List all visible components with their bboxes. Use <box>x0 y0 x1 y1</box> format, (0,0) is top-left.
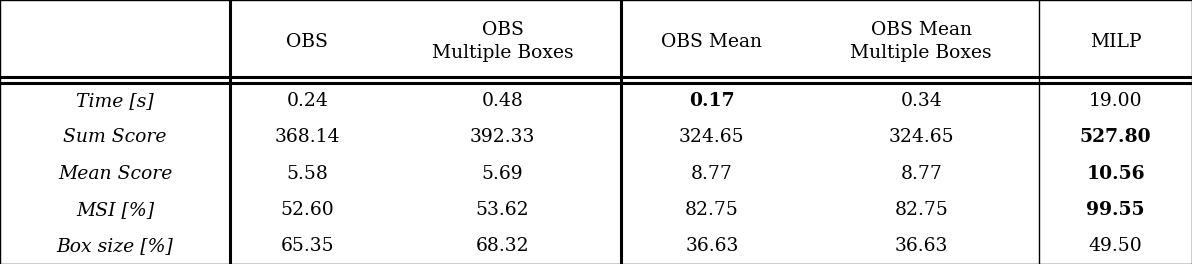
Text: 68.32: 68.32 <box>476 237 529 255</box>
Text: 0.48: 0.48 <box>482 92 523 110</box>
Text: 0.34: 0.34 <box>900 92 942 110</box>
Text: 5.58: 5.58 <box>286 164 328 183</box>
Text: 527.80: 527.80 <box>1080 128 1151 147</box>
Text: 36.63: 36.63 <box>685 237 739 255</box>
Text: 368.14: 368.14 <box>274 128 340 147</box>
Text: 52.60: 52.60 <box>280 201 334 219</box>
Text: 392.33: 392.33 <box>470 128 535 147</box>
Text: MSI [%]: MSI [%] <box>76 201 154 219</box>
Text: MILP: MILP <box>1089 32 1142 51</box>
Text: OBS Mean
Multiple Boxes: OBS Mean Multiple Boxes <box>850 21 992 62</box>
Text: Box size [%]: Box size [%] <box>57 237 174 255</box>
Text: 36.63: 36.63 <box>894 237 948 255</box>
Text: 65.35: 65.35 <box>280 237 334 255</box>
Text: 82.75: 82.75 <box>685 201 739 219</box>
Text: 8.77: 8.77 <box>691 164 733 183</box>
Text: 0.24: 0.24 <box>286 92 328 110</box>
Text: 0.17: 0.17 <box>689 92 734 110</box>
Text: OBS
Multiple Boxes: OBS Multiple Boxes <box>432 21 573 62</box>
Text: OBS Mean: OBS Mean <box>662 32 763 51</box>
Text: 53.62: 53.62 <box>476 201 529 219</box>
Text: Time [s]: Time [s] <box>76 92 154 110</box>
Text: Sum Score: Sum Score <box>63 128 167 147</box>
Text: OBS: OBS <box>286 32 328 51</box>
Text: 5.69: 5.69 <box>482 164 523 183</box>
Text: 8.77: 8.77 <box>900 164 942 183</box>
Text: 82.75: 82.75 <box>894 201 948 219</box>
Text: 19.00: 19.00 <box>1089 92 1143 110</box>
Text: 49.50: 49.50 <box>1088 237 1143 255</box>
Text: 10.56: 10.56 <box>1086 164 1146 183</box>
Text: Mean Score: Mean Score <box>58 164 173 183</box>
Text: 324.65: 324.65 <box>679 128 745 147</box>
Text: 99.55: 99.55 <box>1086 201 1146 219</box>
Text: 324.65: 324.65 <box>888 128 954 147</box>
